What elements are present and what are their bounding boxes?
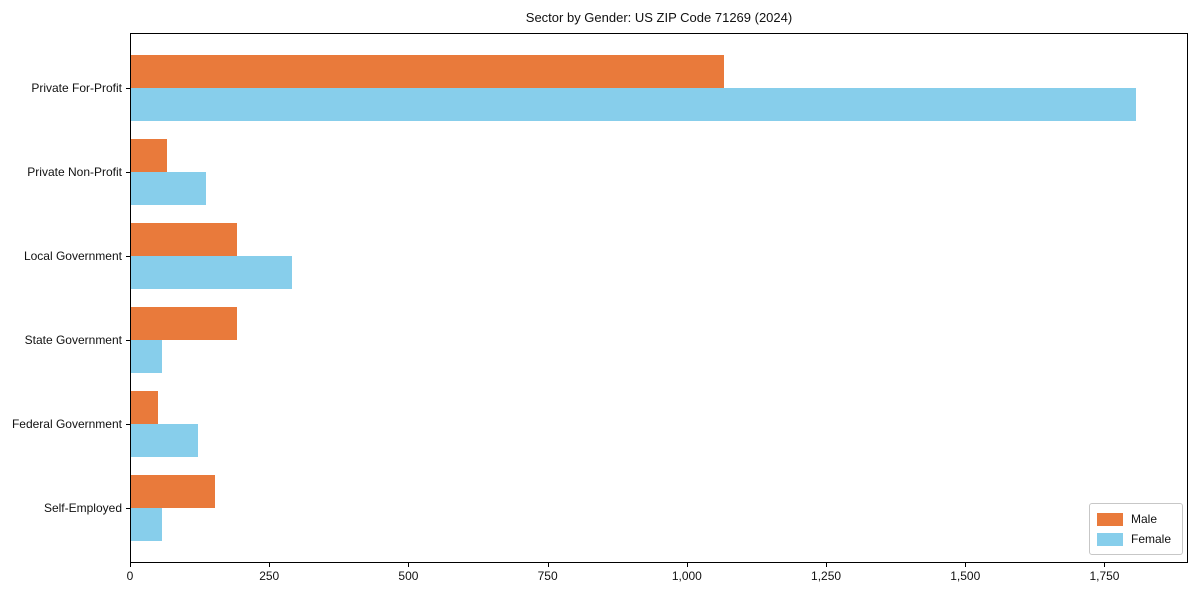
bar-male-1 [131,139,167,172]
y-tick-mark [126,172,130,173]
x-tick-label: 500 [398,569,419,583]
bar-male-5 [131,475,215,508]
y-tick-mark [126,256,130,257]
y-axis-label: Federal Government [11,417,122,431]
y-axis-label: Private Non-Profit [27,165,122,179]
x-tick-label: 1,000 [671,569,702,583]
legend-item-male: Male [1097,509,1174,529]
y-tick-mark [126,508,130,509]
x-tick-label: 1,500 [950,569,981,583]
bar-female-3 [131,340,162,373]
x-tick-mark [130,563,131,567]
y-tick-mark [126,340,130,341]
x-tick-mark [686,563,688,567]
bar-female-2 [131,256,292,289]
bar-male-4 [131,391,158,424]
x-tick-label: 0 [126,569,134,583]
x-tick-label: 750 [537,569,558,583]
x-tick-mark [408,563,410,567]
y-axis-label: Local Government [23,249,122,263]
y-axis-label: Private For-Profit [31,81,122,95]
bar-female-4 [131,424,198,457]
legend-swatch-male [1097,512,1123,526]
y-tick-mark [126,88,130,89]
bar-female-0 [131,88,1136,121]
bar-male-0 [131,55,724,88]
x-tick-mark [826,563,828,567]
x-tick-mark [1104,563,1106,567]
legend-label: Male [1131,512,1158,526]
x-tick-label: 1,250 [811,569,842,583]
y-axis-label: Self-Employed [43,501,122,515]
x-tick-mark [269,563,271,567]
legend: Male Female [1089,503,1183,555]
legend-label: Female [1131,532,1172,546]
legend-item-female: Female [1097,529,1174,549]
x-tick-mark [965,563,967,567]
bar-male-2 [131,223,237,256]
bar-female-1 [131,172,206,205]
y-tick-mark [126,424,130,425]
legend-swatch-female [1097,532,1123,546]
bar-male-3 [131,307,237,340]
x-tick-mark [547,563,549,567]
y-axis-label: State Government [24,333,122,347]
x-tick-label: 1,750 [1089,569,1120,583]
plot-area [130,33,1188,563]
chart-title: Sector by Gender: US ZIP Code 71269 (202… [525,10,793,25]
x-tick-label: 250 [259,569,280,583]
bar-female-5 [131,508,162,541]
